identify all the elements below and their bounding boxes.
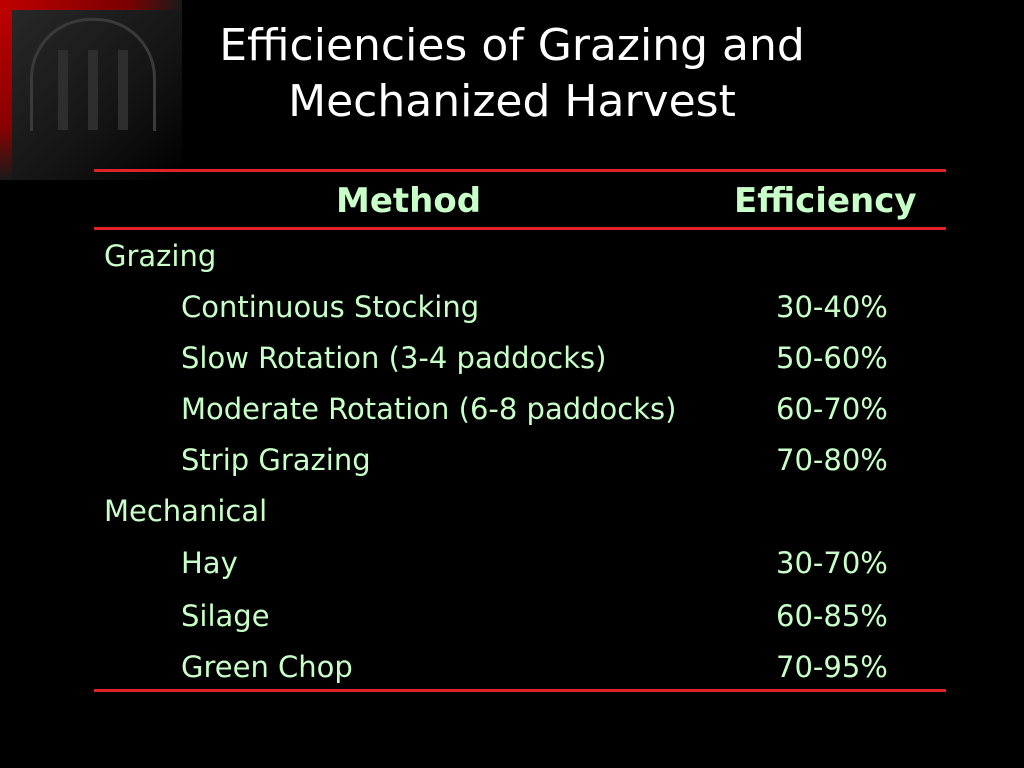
efficiency-cell: 60-70% bbox=[776, 392, 888, 426]
efficiency-cell: 30-40% bbox=[776, 290, 888, 324]
method-cell: Silage bbox=[181, 599, 270, 633]
logo-arch bbox=[30, 18, 156, 131]
table-row: Silage 60-85% bbox=[94, 596, 946, 636]
slide-title: Efficiencies of Grazing and Mechanized H… bbox=[150, 18, 874, 130]
method-cell: Slow Rotation (3-4 paddocks) bbox=[181, 341, 607, 375]
method-cell: Green Chop bbox=[181, 650, 353, 684]
column-header-method: Method bbox=[336, 181, 482, 221]
efficiency-cell: 70-95% bbox=[776, 650, 888, 684]
table-top-rule bbox=[94, 169, 946, 172]
method-cell: Moderate Rotation (6-8 paddocks) bbox=[181, 392, 677, 426]
method-cell: Continuous Stocking bbox=[181, 290, 480, 324]
category-label: Grazing bbox=[104, 239, 217, 273]
logo-column bbox=[118, 50, 128, 130]
table-header-rule bbox=[94, 227, 946, 230]
table-row: Hay 30-70% bbox=[94, 543, 946, 583]
efficiency-cell: 70-80% bbox=[776, 443, 888, 477]
table-row: Continuous Stocking 30-40% bbox=[94, 287, 946, 327]
efficiency-cell: 30-70% bbox=[776, 546, 888, 580]
logo-column bbox=[58, 50, 68, 130]
logo-column bbox=[88, 50, 98, 130]
table-row: Strip Grazing 70-80% bbox=[94, 440, 946, 480]
method-cell: Hay bbox=[181, 546, 238, 580]
efficiency-cell: 50-60% bbox=[776, 341, 888, 375]
efficiency-cell: 60-85% bbox=[776, 599, 888, 633]
category-row-mechanical: Mechanical bbox=[94, 491, 946, 531]
category-label: Mechanical bbox=[104, 494, 268, 528]
table-row: Green Chop 70-95% bbox=[94, 647, 946, 687]
slide-title-line-1: Efficiencies of Grazing and bbox=[219, 20, 805, 71]
table-row: Moderate Rotation (6-8 paddocks) 60-70% bbox=[94, 389, 946, 429]
arch-logo-icon bbox=[0, 0, 182, 180]
table-bottom-rule bbox=[94, 689, 946, 692]
logo-red-bar-vertical bbox=[0, 0, 12, 180]
method-cell: Strip Grazing bbox=[181, 443, 371, 477]
slide-title-line-2: Mechanized Harvest bbox=[288, 76, 736, 127]
category-row-grazing: Grazing bbox=[94, 236, 946, 276]
table-row: Slow Rotation (3-4 paddocks) 50-60% bbox=[94, 338, 946, 378]
column-header-efficiency: Efficiency bbox=[734, 181, 917, 221]
logo-red-bar-horizontal bbox=[0, 0, 182, 10]
